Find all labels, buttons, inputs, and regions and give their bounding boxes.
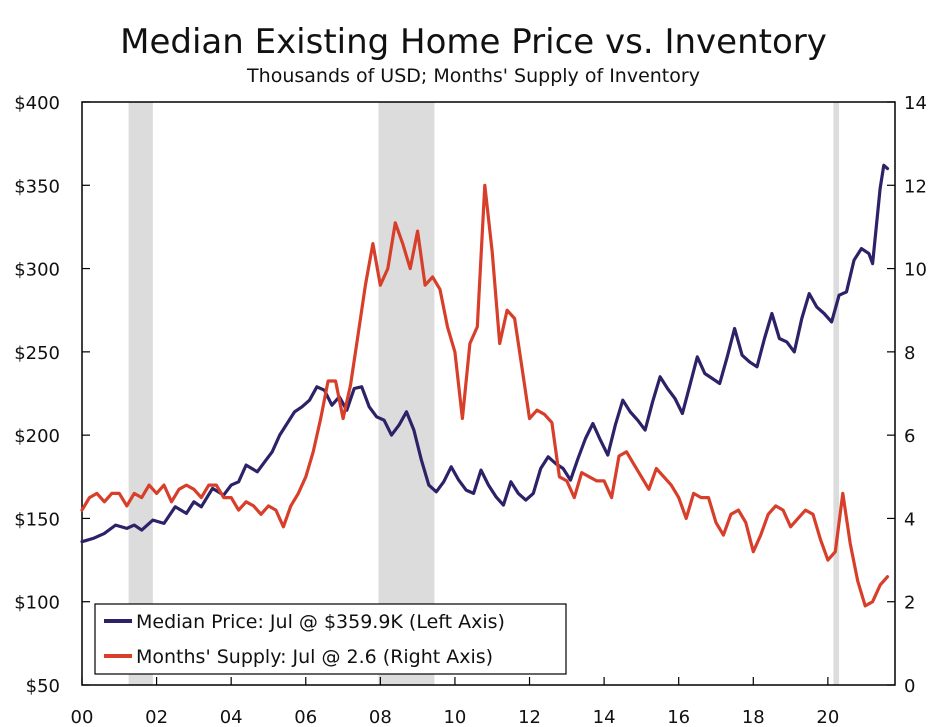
x-tick-label: 04 [220, 707, 243, 727]
y-right-tick-label: 10 [904, 260, 927, 281]
recession-bands [128, 102, 840, 685]
x-tick-label: 10 [443, 707, 466, 727]
chart-title: Median Existing Home Price vs. Inventory [120, 22, 827, 62]
recession-band-0 [128, 102, 153, 685]
legend-label-months-supply: Months' Supply: Jul @ 2.6 (Right Axis) [136, 646, 493, 668]
x-tick-label: 18 [742, 707, 765, 727]
y-right-tick-label: 2 [904, 593, 915, 614]
legend: Median Price: Jul @ $359.9K (Left Axis) … [94, 603, 567, 675]
y-left-tick-label: $250 [14, 343, 60, 364]
x-tick-label: 14 [593, 707, 616, 727]
x-tick-label: 12 [518, 707, 541, 727]
y-left-tick-label: $200 [14, 426, 60, 447]
y-left-tick-label: $300 [14, 260, 60, 281]
y-left-tick-label: $400 [14, 93, 60, 114]
y-right-tick-label: 0 [904, 676, 915, 697]
x-tick-label: 06 [294, 707, 317, 727]
y-right-tick-label: 14 [904, 93, 927, 114]
chart-subtitle: Thousands of USD; Months' Supply of Inve… [247, 65, 700, 87]
axis-ticks: $50$100$150$200$250$300$350$400024681012… [14, 93, 927, 727]
x-tick-label: 20 [816, 707, 839, 727]
recession-band-2 [833, 102, 840, 685]
y-left-tick-label: $50 [26, 676, 60, 697]
y-right-tick-label: 12 [904, 176, 927, 197]
x-tick-label: 02 [145, 707, 168, 727]
y-right-tick-label: 6 [904, 426, 915, 447]
y-left-tick-label: $350 [14, 176, 60, 197]
y-left-tick-label: $150 [14, 509, 60, 530]
recession-band-1 [378, 102, 435, 685]
y-right-tick-label: 4 [904, 509, 915, 530]
series-line-median-price [80, 163, 890, 544]
series-line-months-supply [80, 183, 890, 608]
x-tick-label: 00 [71, 707, 94, 727]
legend-label-median-price: Median Price: Jul @ $359.9K (Left Axis) [136, 611, 505, 633]
y-right-tick-label: 8 [904, 343, 915, 364]
series-lines [80, 163, 890, 608]
y-left-tick-label: $100 [14, 593, 60, 614]
x-tick-label: 16 [667, 707, 690, 727]
plot-frame [81, 101, 896, 686]
legend-box [94, 603, 567, 675]
x-tick-label: 08 [369, 707, 392, 727]
